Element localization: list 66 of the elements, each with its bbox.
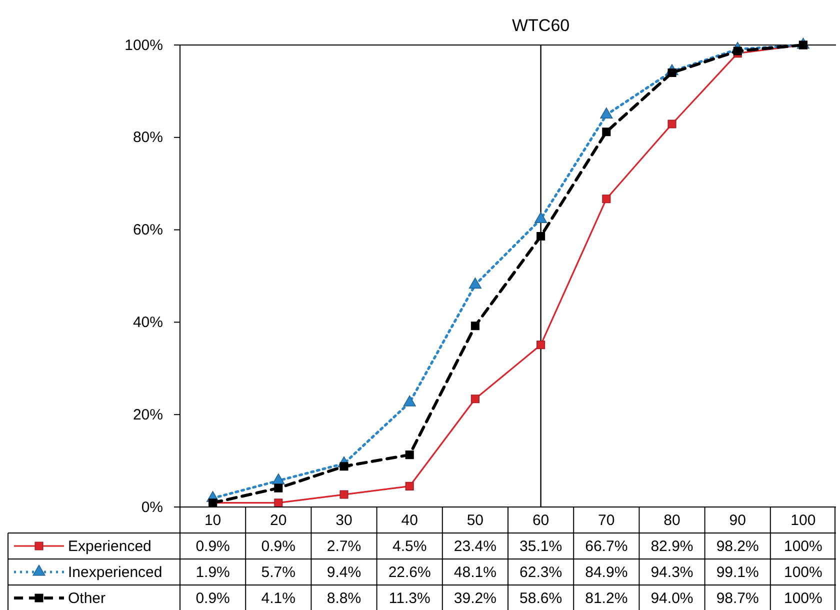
data-label: 98.2%	[716, 538, 759, 555]
point	[600, 108, 613, 119]
x-tick-label: 100	[790, 512, 816, 529]
point	[405, 482, 414, 490]
y-tick-label: 0%	[141, 498, 163, 516]
data-label: 82.9%	[650, 538, 694, 555]
x-tick-label: 80	[664, 512, 680, 529]
data-label: 100%	[784, 564, 822, 581]
point	[274, 498, 283, 508]
point	[668, 120, 676, 128]
data-label: 58.6%	[520, 590, 562, 607]
data-label: 81.2%	[585, 590, 628, 607]
legend-label: Inexperienced	[68, 564, 162, 581]
y-tick-label: 40%	[132, 314, 163, 331]
y-tick-label: 60%	[132, 222, 163, 239]
ref-line-label: WTC60	[512, 16, 570, 35]
y-tick-label: 80%	[132, 129, 163, 146]
y-tick-label: 100%	[124, 36, 163, 54]
data-label: 8.8%	[326, 590, 362, 607]
y-tick-label: 20%	[132, 406, 163, 424]
data-label: 84.9%	[585, 564, 628, 581]
x-tick-label: 60	[532, 512, 550, 529]
point	[340, 462, 348, 471]
data-label: 9.4%	[326, 564, 362, 581]
data-label: 0.9%	[261, 538, 296, 555]
point	[468, 278, 482, 289]
point	[534, 212, 548, 223]
data-label: 100%	[784, 590, 822, 607]
data-label: 98.7%	[716, 590, 759, 607]
data-label: 4.1%	[261, 590, 296, 607]
x-tick-label: 50	[466, 512, 484, 529]
data-label: 4.5%	[392, 538, 427, 555]
data-label: 0.9%	[196, 538, 230, 555]
legend-label: Other	[68, 590, 106, 607]
data-label: 2.7%	[326, 538, 362, 555]
data-label: 94.3%	[650, 564, 694, 581]
point	[405, 450, 414, 460]
data-label: 1.9%	[196, 564, 230, 581]
x-tick-label: 10	[204, 512, 222, 529]
x-tick-label: 70	[598, 512, 615, 529]
data-label: 48.1%	[454, 564, 496, 581]
x-tick-label: 40	[401, 512, 418, 529]
data-label: 94.0%	[650, 590, 694, 607]
legend-label: Experienced	[68, 538, 152, 555]
point	[536, 340, 546, 350]
data-label: 22.6%	[388, 564, 431, 581]
point	[602, 128, 611, 136]
data-label: 11.3%	[388, 590, 430, 607]
x-tick-label: 20	[270, 512, 287, 529]
point	[340, 490, 348, 499]
point	[602, 194, 611, 204]
data-label: 5.7%	[261, 564, 296, 581]
x-tick-label: 30	[336, 512, 352, 529]
data-label: 62.3%	[520, 564, 562, 581]
data-label: 0.9%	[196, 590, 230, 607]
point	[274, 484, 283, 492]
x-tick-label: 90	[729, 512, 746, 529]
point	[470, 394, 480, 404]
data-label: 99.1%	[716, 564, 759, 581]
point	[470, 322, 480, 330]
data-label: 23.4%	[454, 538, 496, 555]
data-label: 100%	[784, 538, 822, 555]
point	[536, 232, 546, 241]
data-label: 35.1%	[520, 538, 562, 555]
data-label: 39.2%	[454, 590, 496, 607]
data-label: 66.7%	[585, 538, 628, 555]
